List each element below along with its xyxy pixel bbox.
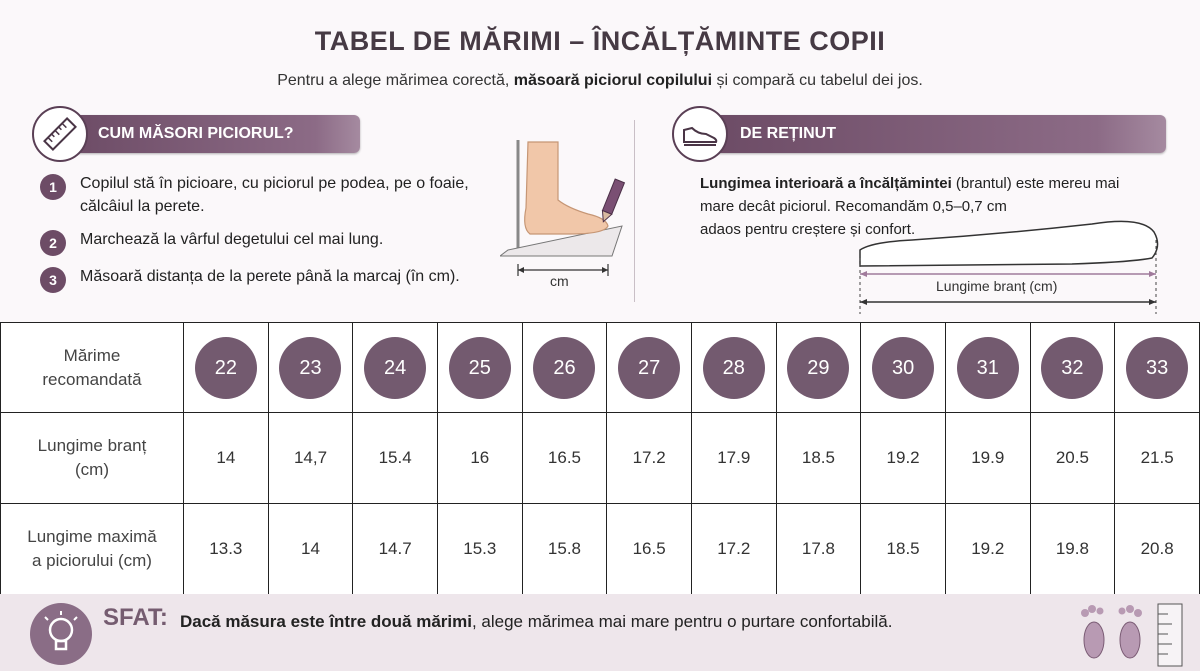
- table-cell: 29: [775, 322, 862, 413]
- row-header-line2: recomandată: [42, 369, 142, 389]
- step-text: Copilul stă în picioare, cu piciorul pe …: [80, 175, 469, 192]
- row-header-line2: a piciorului (cm): [32, 551, 152, 570]
- row-header-line1: Lungime maximă: [27, 527, 157, 546]
- ruler-icon: [32, 106, 88, 162]
- table-cell: 21.5: [1114, 412, 1200, 504]
- size-circle: 22: [194, 336, 257, 399]
- size-circle: 27: [618, 336, 681, 399]
- tip-text: Dacă măsura este între două mărimi, aleg…: [180, 612, 892, 632]
- size-circle: 31: [956, 336, 1019, 399]
- subtitle-text: Pentru a alege mărimea corectă,: [277, 72, 514, 89]
- subtitle-bold: măsoară piciorul copilului: [513, 72, 713, 89]
- note-line3: adaos pentru creștere și confort.: [700, 221, 916, 238]
- step-number: 2: [40, 230, 66, 256]
- row-header-line1: Mărime: [63, 345, 121, 365]
- size-circle: 25: [448, 336, 511, 399]
- row-header: Lungime maximă a piciorului (cm): [0, 503, 184, 595]
- table-cell: 14: [183, 412, 269, 504]
- table-cell: 27: [606, 322, 692, 413]
- table-cell: 23: [267, 322, 354, 413]
- table-cell: 24: [352, 322, 438, 413]
- tip-bar: [0, 594, 1200, 671]
- size-circle: 26: [533, 336, 596, 399]
- step-text-line2: călcâiul la perete.: [80, 198, 205, 215]
- row-header: Lungime branț (cm): [0, 412, 184, 504]
- table-cell: 17.8: [775, 503, 862, 595]
- page-subtitle: Pentru a alege mărimea corectă, măsoară …: [0, 72, 1200, 90]
- table-cell: 15.8: [521, 503, 608, 595]
- table-cell: 20.5: [1029, 412, 1116, 504]
- subtitle-text-end: și compară cu tabelul dei jos.: [712, 72, 923, 89]
- table-cell: 13.3: [183, 503, 269, 595]
- table-row: Lungime maximă a piciorului (cm) 13.3 14 …: [0, 503, 1200, 595]
- table-cell: 26: [521, 322, 608, 413]
- remember-heading: DE REȚINUT: [706, 115, 1166, 153]
- note-bold: Lungimea interioară a încălțămintei: [700, 175, 952, 192]
- note-line1: (brantul) este mereu mai: [951, 175, 1120, 192]
- table-row: Lungime branț (cm) 14 14,7 15.4 16 16.5 1…: [0, 412, 1200, 504]
- table-cell: 14: [267, 503, 354, 595]
- table-cell: 19.8: [1029, 503, 1116, 595]
- table-cell: 25: [436, 322, 523, 413]
- table-cell: 16.5: [606, 503, 692, 595]
- table-cell: 18.5: [775, 412, 862, 504]
- size-circle: 30: [872, 336, 935, 399]
- size-circle: 33: [1126, 336, 1189, 399]
- step-3: 3 Măsoară distanța de la perete până la …: [40, 265, 460, 293]
- step-number: 1: [40, 174, 66, 200]
- tip-label: SFAT:: [103, 604, 168, 631]
- table-cell: 15.3: [436, 503, 523, 595]
- table-cell: 32: [1029, 322, 1116, 413]
- how-to-heading: CUM MĂSORI PICIORUL?: [64, 115, 360, 153]
- footprints-icon: [1081, 603, 1183, 667]
- size-table: Mărime recomandată 22 23 24 25 26 27 28 2…: [0, 322, 1200, 595]
- page-title: TABEL DE MĂRIMI – ÎNCĂLȚĂMINTE COPII: [314, 26, 886, 56]
- table-cell: 16: [436, 412, 523, 504]
- info-panel: [0, 0, 1200, 323]
- table-row: Mărime recomandată 22 23 24 25 26 27 28 2…: [0, 322, 1200, 413]
- table-cell: 33: [1114, 322, 1200, 413]
- table-cell: 18.5: [860, 503, 946, 595]
- tip-bold: Dacă măsura este între două mărimi: [180, 612, 472, 631]
- table-cell: 19.9: [944, 412, 1031, 504]
- step-text: Marchează la vârful degetului cel mai lu…: [80, 231, 384, 248]
- table-cell: 22: [183, 322, 269, 413]
- foot-measure-illustration: [500, 140, 626, 276]
- table-cell: 30: [860, 322, 946, 413]
- tip-rest: , alege mărimea mai mare pentru o purtar…: [471, 612, 893, 631]
- insole-label: Lungime branț (cm): [936, 278, 1058, 294]
- table-cell: 19.2: [944, 503, 1031, 595]
- insole-illustration: [859, 220, 1159, 314]
- table-cell: 28: [690, 322, 777, 413]
- step-2: 2 Marchează la vârful degetului cel mai …: [40, 228, 384, 256]
- table-cell: 19.2: [860, 412, 946, 504]
- cm-label: cm: [550, 273, 569, 289]
- table-cell: 17.9: [690, 412, 777, 504]
- step-1: 1 Copilul stă în picioare, cu piciorul p…: [40, 172, 469, 218]
- row-header: Mărime recomandată: [0, 322, 184, 413]
- size-circle: 28: [702, 336, 765, 399]
- size-circle: 32: [1041, 336, 1104, 399]
- table-cell: 31: [944, 322, 1031, 413]
- table-cell: 17.2: [690, 503, 777, 595]
- lightbulb-icon: [30, 603, 92, 665]
- table-cell: 16.5: [521, 412, 608, 504]
- size-circle: 29: [787, 336, 850, 399]
- table-cell: 20.8: [1114, 503, 1200, 595]
- table-cell: 14.7: [352, 503, 438, 595]
- step-number: 3: [40, 267, 66, 293]
- row-header-line1: Lungime branț: [37, 436, 147, 455]
- section-divider: [634, 120, 635, 302]
- row-header-line2: (cm): [75, 460, 109, 479]
- remember-note: Lungimea interioară a încălțămintei (bra…: [700, 172, 1180, 241]
- size-circle: 23: [279, 336, 342, 399]
- shoe-icon: [672, 106, 728, 162]
- note-line2: mare decât piciorul. Recomandăm 0,5–0,7 …: [700, 198, 1007, 215]
- size-circle: 24: [364, 336, 427, 399]
- table-cell: 15.4: [352, 412, 438, 504]
- table-cell: 17.2: [606, 412, 692, 504]
- step-text: Măsoară distanța de la perete până la ma…: [80, 268, 460, 285]
- table-cell: 14,7: [267, 412, 354, 504]
